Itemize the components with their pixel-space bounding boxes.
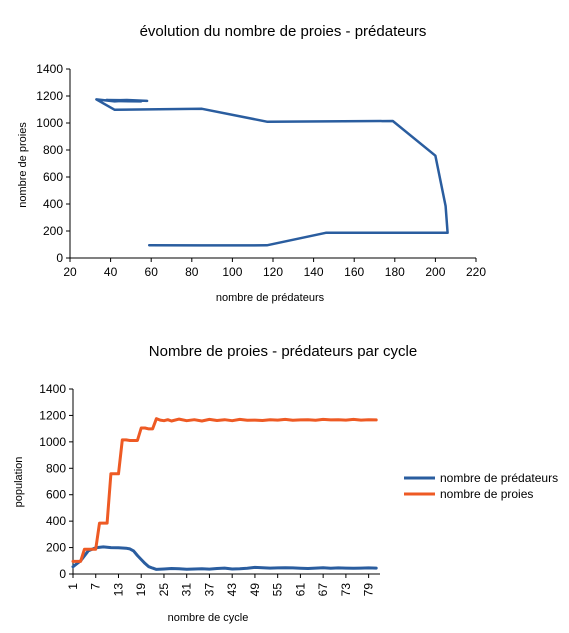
chart-1-title: évolution du nombre de proies - prédateu… xyxy=(140,23,427,40)
chart-2-x-tick-label: 43 xyxy=(225,583,239,597)
chart-1-x-tick-label: 120 xyxy=(263,265,283,279)
chart-2-axes xyxy=(72,389,380,575)
chart-1-y-tick-label: 400 xyxy=(43,197,63,211)
chart-1-x-tick-label: 200 xyxy=(425,265,445,279)
chart-1-ylabel: nombre de proies xyxy=(17,122,29,208)
chart-2-x-tick-label: 49 xyxy=(248,583,262,597)
chart-2-x-tick-label: 31 xyxy=(180,583,194,597)
chart-1-axes xyxy=(69,69,476,259)
legend-label-proies: nombre de proies xyxy=(440,487,533,501)
chart-1-series-line xyxy=(95,98,449,247)
chart-2-x-tick-label: 55 xyxy=(271,583,285,597)
chart-1-x-tick-label: 80 xyxy=(185,265,199,279)
chart-2-y-tick-label: 1200 xyxy=(39,408,66,422)
chart-1-y-tick-label: 1200 xyxy=(36,89,63,103)
chart-2-x-tick-label: 67 xyxy=(316,583,330,597)
chart-1-x-ticks: 20 40 60 80 100 120 140 160 180 200 220 xyxy=(63,258,486,279)
chart-2-x-tick-label: 25 xyxy=(157,583,171,597)
chart-1-x-tick-label: 180 xyxy=(385,265,405,279)
chart-2-series-proies-line xyxy=(71,417,378,563)
chart-1-x-tick-label: 60 xyxy=(145,265,159,279)
chart-2-y-tick-label: 400 xyxy=(46,514,66,528)
chart-2-x-tick-label: 19 xyxy=(134,583,148,597)
chart-2-y-tick-label: 1000 xyxy=(39,435,66,449)
chart-1-y-tick-label: 600 xyxy=(43,170,63,184)
chart-2-x-tick-label: 37 xyxy=(202,583,216,597)
chart-2-xlabel: nombre de cycle xyxy=(168,612,249,624)
chart-2-ylabel: population xyxy=(13,457,25,508)
chart-1-x-tick-label: 140 xyxy=(304,265,324,279)
chart-2-y-ticks: 0 200 400 600 800 1000 1200 1400 xyxy=(39,382,73,581)
chart-1-predator-prey-phase: évolution du nombre de proies - prédateu… xyxy=(17,23,486,304)
chart-2-x-ticks: 1 7 13 19 25 31 37 43 49 55 61 67 73 79 xyxy=(66,574,376,596)
chart-2-legend: nombre de prédateurs nombre de proies xyxy=(404,471,558,501)
chart-2-y-tick-label: 800 xyxy=(46,461,66,475)
chart-2-title: Nombre de proies - prédateurs par cycle xyxy=(149,343,417,360)
chart-2-y-tick-label: 600 xyxy=(46,488,66,502)
chart-1-y-tick-label: 200 xyxy=(43,224,63,238)
chart-1-x-tick-label: 40 xyxy=(104,265,118,279)
chart-2-series-predateurs-line xyxy=(71,545,378,571)
chart-1-x-tick-label: 160 xyxy=(344,265,364,279)
chart-2-x-tick-label: 1 xyxy=(66,583,80,590)
chart-2-population-per-cycle: Nombre de proies - prédateurs par cycle … xyxy=(13,343,558,624)
chart-1-y-tick-label: 800 xyxy=(43,143,63,157)
chart-2-x-tick-label: 61 xyxy=(293,583,307,597)
legend-label-predateurs: nombre de prédateurs xyxy=(440,471,558,485)
chart-1-xlabel: nombre de prédateurs xyxy=(216,292,325,304)
chart-2-y-tick-label: 200 xyxy=(46,541,66,555)
chart-2-y-tick-label: 1400 xyxy=(39,382,66,396)
chart-2-x-tick-label: 13 xyxy=(111,583,125,597)
chart-1-x-tick-label: 220 xyxy=(466,265,486,279)
chart-2-y-tick-label: 0 xyxy=(59,567,66,581)
chart-1-x-tick-label: 100 xyxy=(222,265,242,279)
chart-2-x-tick-label: 73 xyxy=(339,583,353,597)
chart-1-y-tick-label: 0 xyxy=(56,251,63,265)
chart-2-x-tick-label: 79 xyxy=(362,583,376,597)
chart-2-series xyxy=(71,417,378,571)
chart-1-y-tick-label: 1400 xyxy=(36,62,63,76)
chart-1-y-ticks: 0 200 400 600 800 1000 1200 1400 xyxy=(36,62,70,265)
chart-1-y-tick-label: 1000 xyxy=(36,116,63,130)
chart-2-x-tick-label: 7 xyxy=(89,583,103,590)
chart-1-series xyxy=(95,98,449,247)
chart-1-x-tick-label: 20 xyxy=(63,265,77,279)
